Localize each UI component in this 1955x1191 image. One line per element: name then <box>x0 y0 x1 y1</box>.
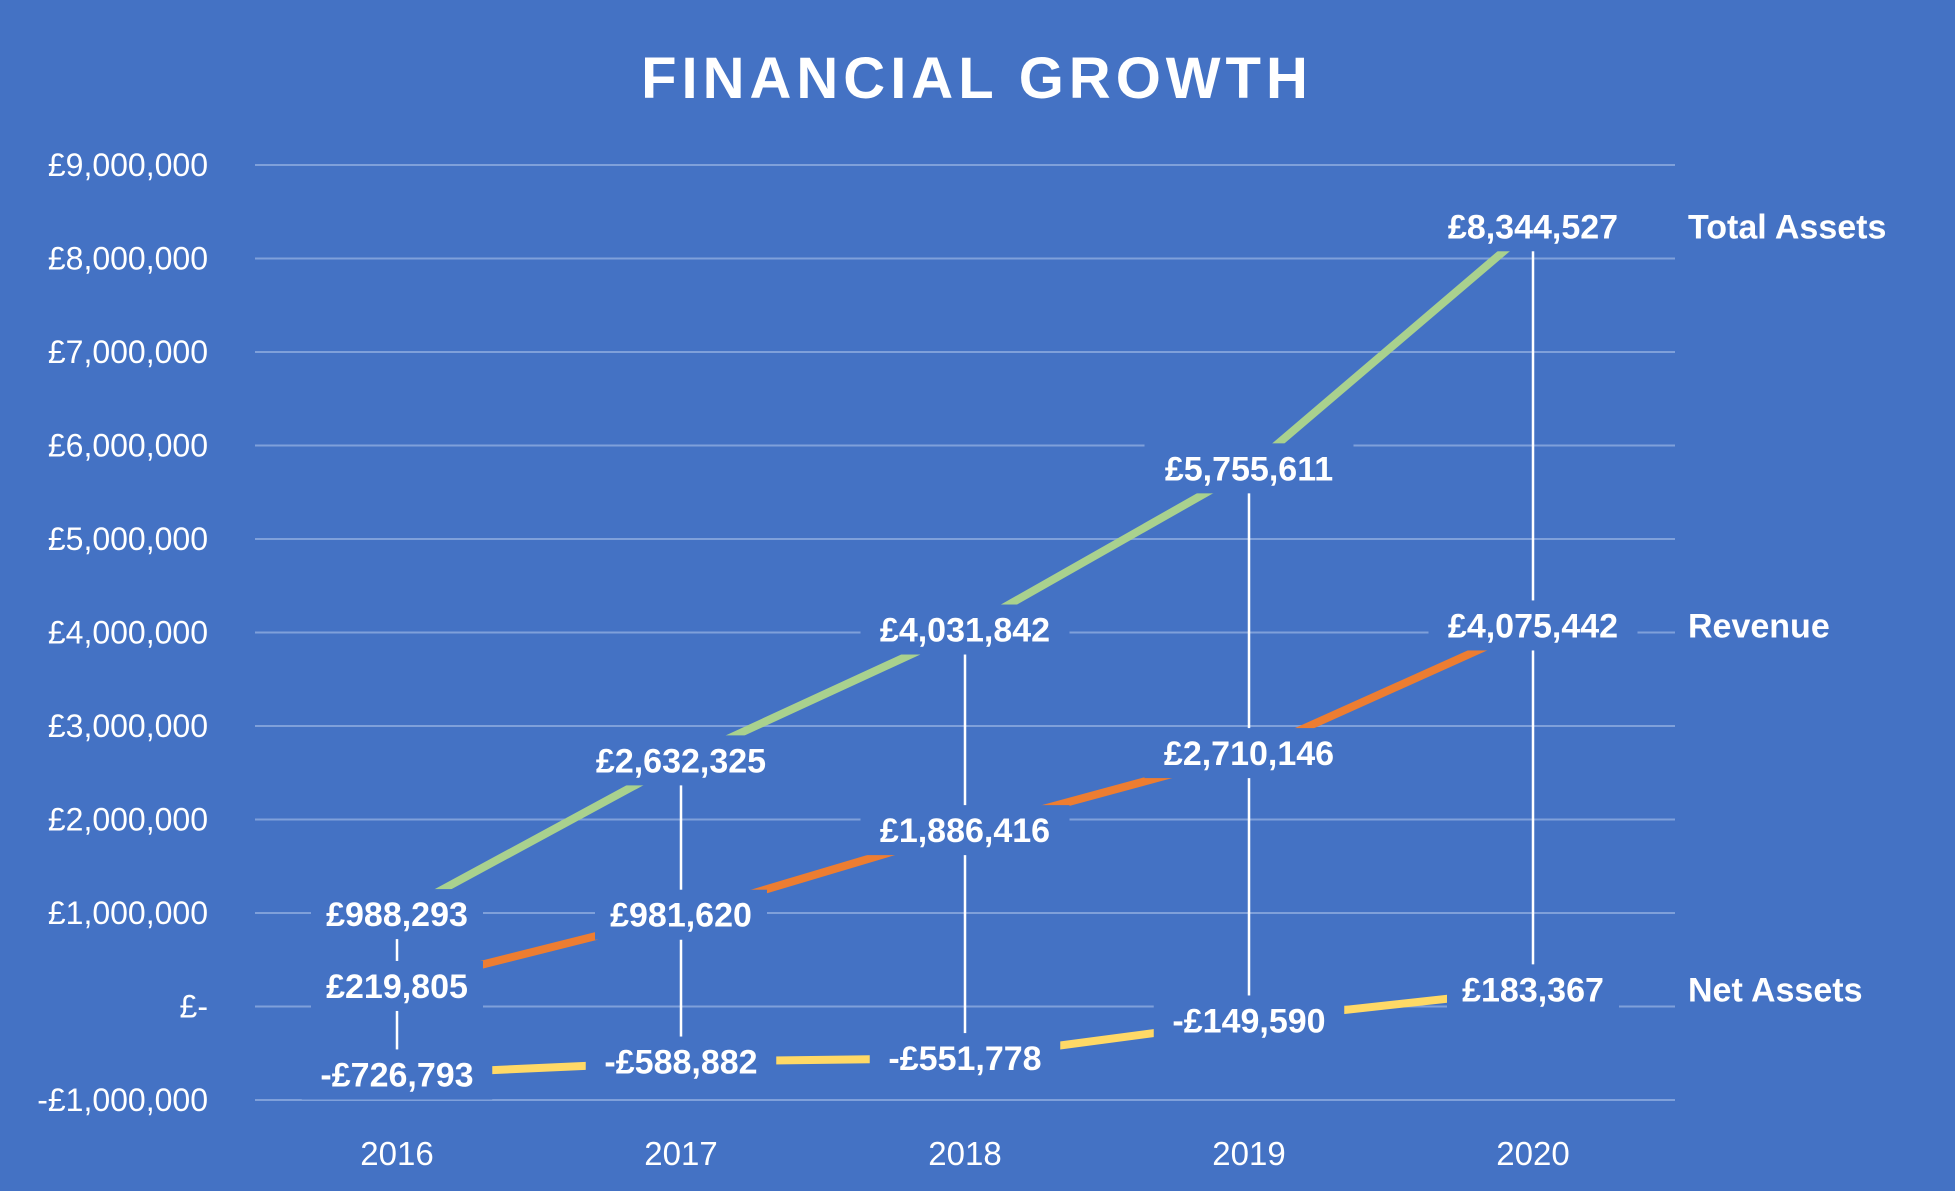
data-label: -£726,793 <box>320 1056 473 1094</box>
data-label: £1,886,416 <box>880 812 1050 850</box>
y-tick-label: £- <box>180 989 208 1025</box>
data-label-bg <box>1144 728 1354 779</box>
data-label-bg <box>869 1033 1061 1084</box>
y-tick-label: £2,000,000 <box>48 802 208 838</box>
data-label-bg <box>1447 964 1619 1015</box>
y-tick-label: £6,000,000 <box>48 428 208 464</box>
data-label: £2,632,325 <box>596 742 766 780</box>
data-label-bg <box>1153 995 1345 1046</box>
data-label: -£588,882 <box>604 1044 757 1082</box>
data-label-bg <box>585 1036 777 1087</box>
data-label-bg <box>595 889 767 940</box>
y-tick-label: £7,000,000 <box>48 334 208 370</box>
data-labels: £988,293 £2,632,325 £4,031,842 £5,755,611 £8… <box>301 201 1638 1100</box>
y-tick-label: -£1,000,000 <box>37 1082 208 1118</box>
data-label-bg <box>860 805 1070 856</box>
data-label: £4,075,442 <box>1448 607 1618 645</box>
data-label-bg <box>1144 443 1354 494</box>
y-tick-label: £8,000,000 <box>48 241 208 277</box>
y-tick-label: £5,000,000 <box>48 521 208 557</box>
data-label: -£149,590 <box>1172 1002 1325 1040</box>
x-tick-label: 2017 <box>644 1135 717 1172</box>
data-label-bg <box>311 960 483 1011</box>
legend-label-net-assets: Net Assets <box>1688 971 1862 1009</box>
y-tick-label: £1,000,000 <box>48 895 208 931</box>
y-tick-label: £4,000,000 <box>48 615 208 651</box>
data-label: £2,710,146 <box>1164 735 1334 773</box>
data-label: £183,367 <box>1462 971 1604 1009</box>
data-label: £988,293 <box>326 896 468 934</box>
y-axis-ticks: £9,000,000 £8,000,000 £7,000,000 £6,000,000… <box>37 147 208 1118</box>
y-tick-label: £9,000,000 <box>48 147 208 183</box>
legend-label-total-assets: Total Assets <box>1688 208 1886 246</box>
data-label: £219,805 <box>326 968 468 1006</box>
data-label: £4,031,842 <box>880 612 1050 650</box>
x-tick-label: 2018 <box>928 1135 1001 1172</box>
data-label-bg <box>1428 600 1638 651</box>
data-label-bg <box>860 604 1070 655</box>
legend: Total Assets Revenue Net Assets <box>1688 208 1886 1009</box>
data-label-bg <box>311 889 483 940</box>
x-tick-label: 2020 <box>1496 1135 1569 1172</box>
legend-label-revenue: Revenue <box>1688 607 1830 645</box>
data-label-bg <box>301 1049 493 1100</box>
x-tick-label: 2016 <box>360 1135 433 1172</box>
chart-title: FINANCIAL GROWTH <box>641 46 1313 111</box>
data-label: £981,620 <box>610 897 752 935</box>
data-label: £5,755,611 <box>1165 450 1333 488</box>
data-label-bg <box>1428 201 1638 252</box>
y-tick-label: £3,000,000 <box>48 708 208 744</box>
x-tick-label: 2019 <box>1212 1135 1285 1172</box>
data-label: £8,344,527 <box>1448 208 1618 246</box>
data-label-bg <box>576 735 786 786</box>
data-label: -£551,778 <box>888 1040 1041 1078</box>
x-axis-ticks: 2016 2017 2018 2019 2020 <box>360 1135 1569 1172</box>
